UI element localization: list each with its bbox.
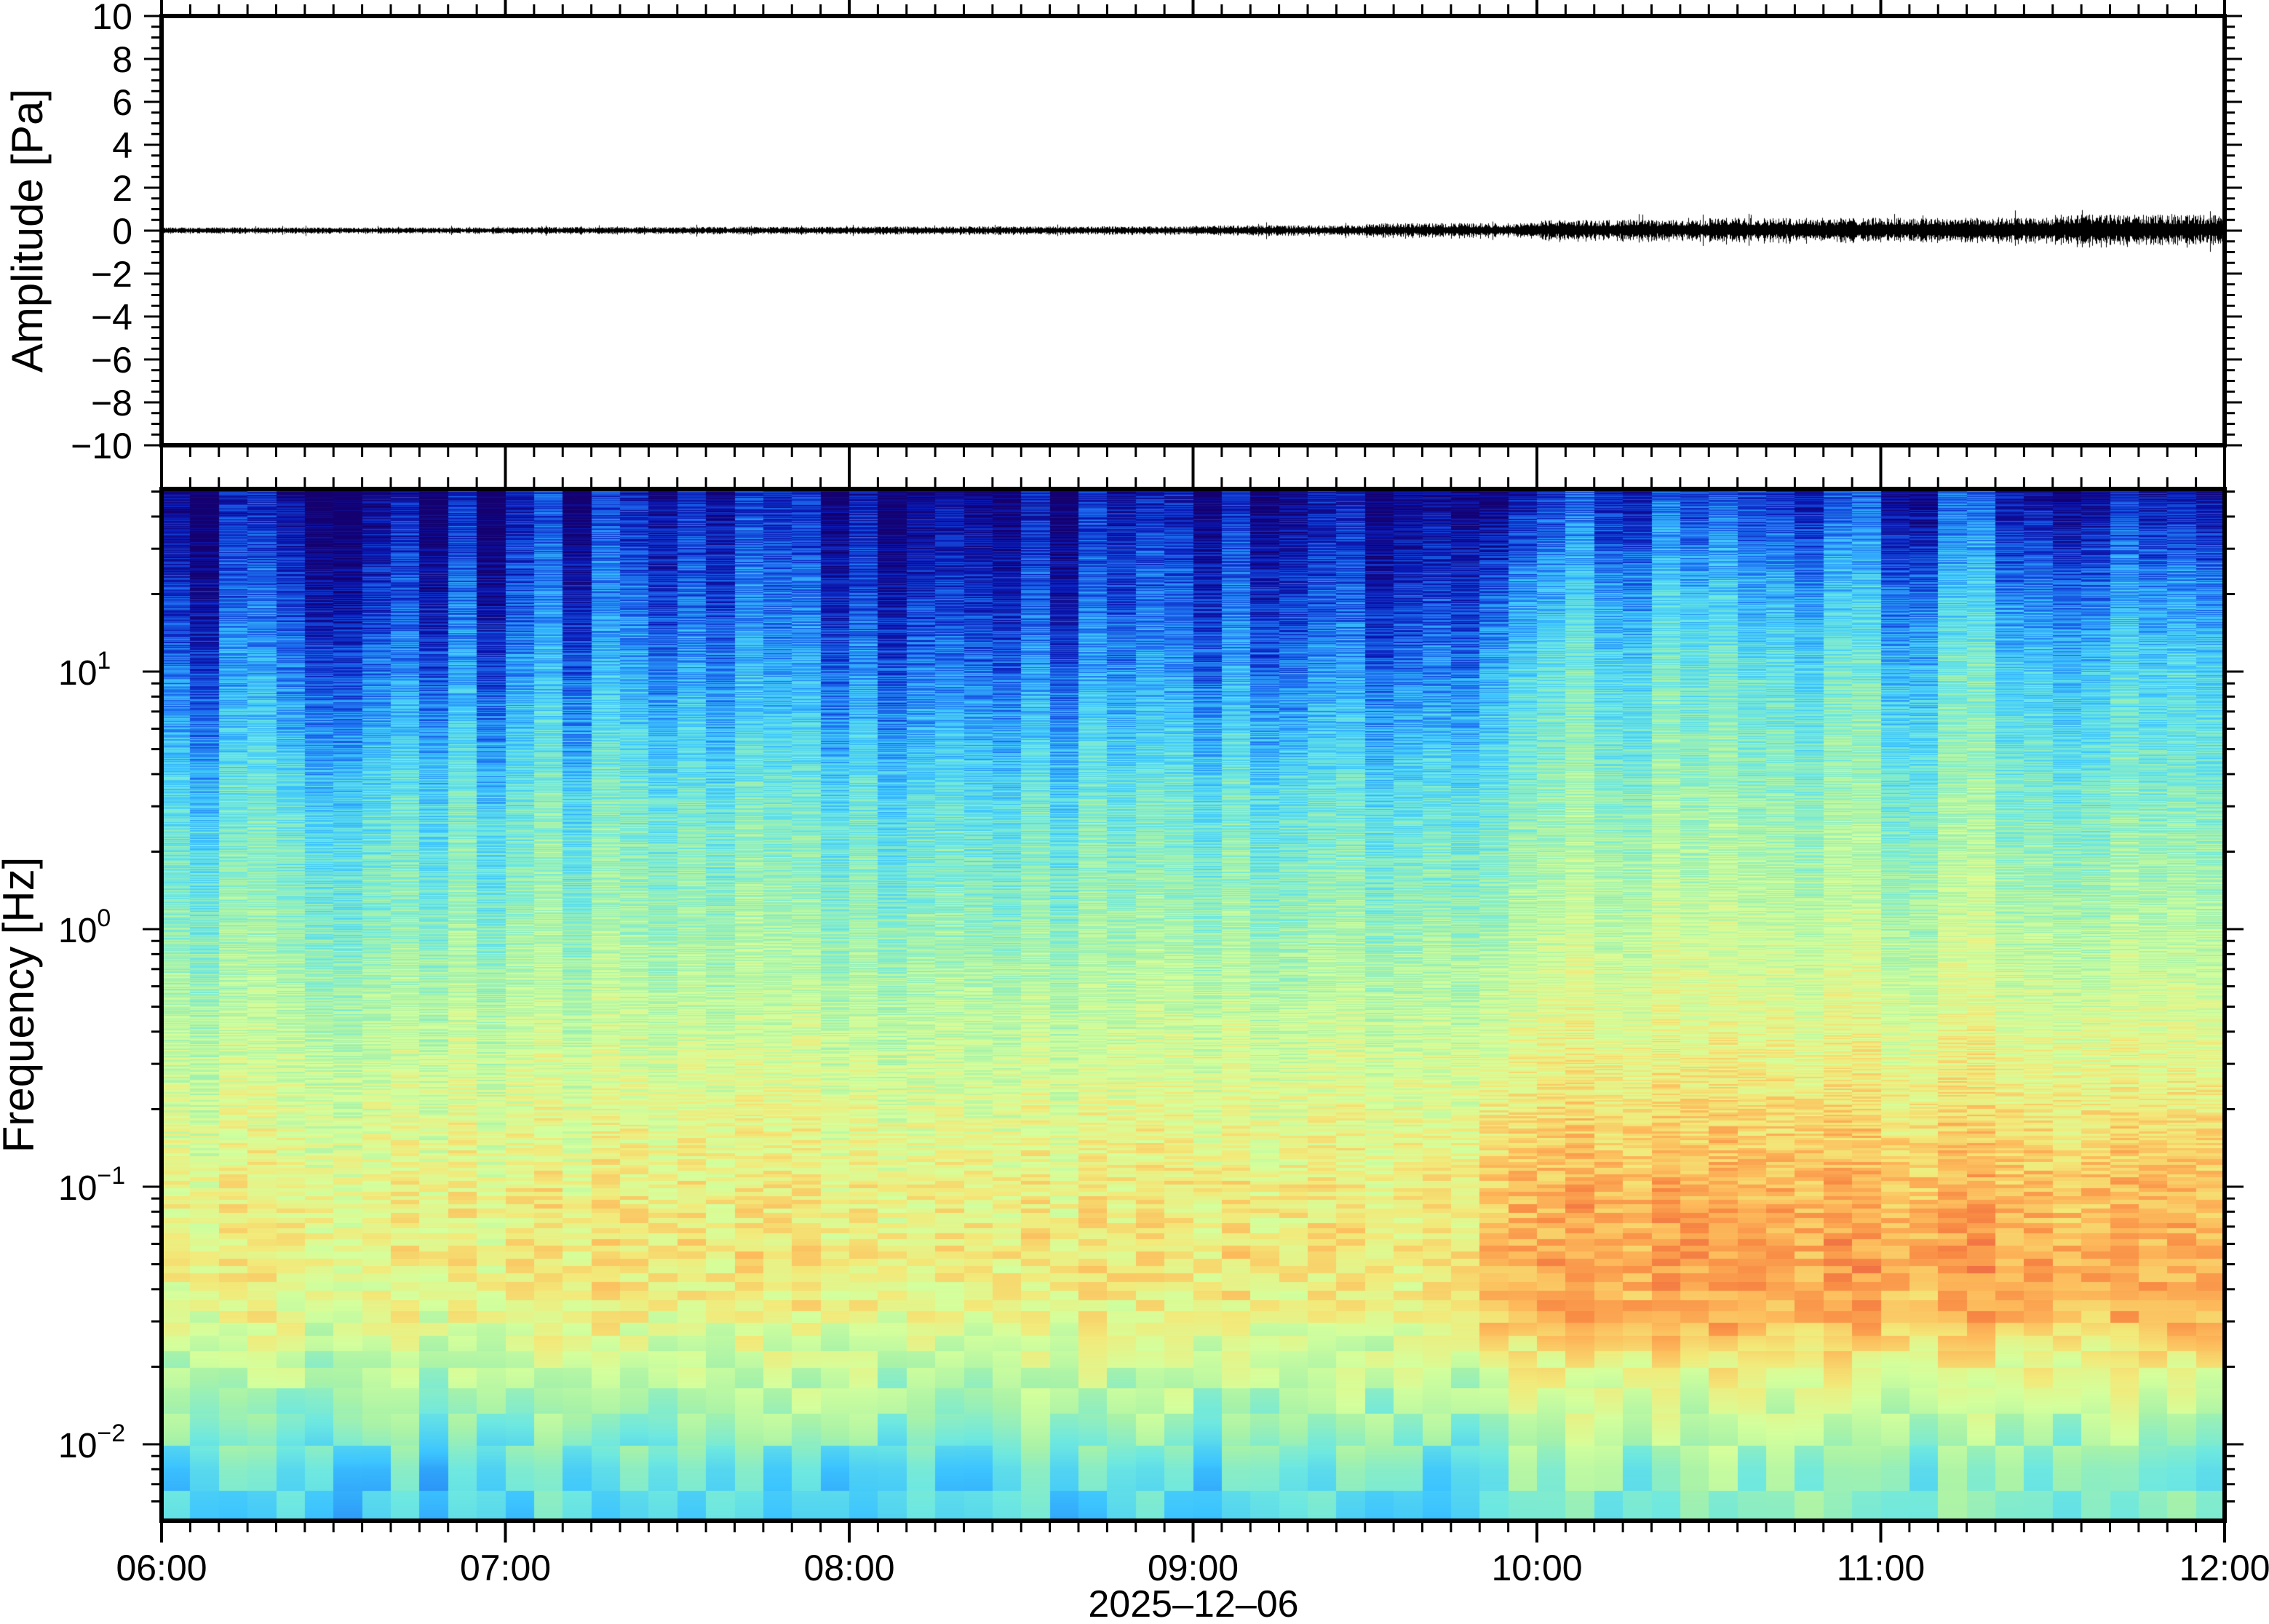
- x-tick-label: 08:00: [803, 1548, 894, 1588]
- amplitude-tick-label: −6: [91, 340, 132, 381]
- x-tick-label: 06:00: [116, 1548, 207, 1588]
- spectrogram-heatmap: [162, 489, 2225, 1521]
- x-tick-label: 12:00: [2179, 1548, 2269, 1588]
- frequency-tick-label: 101: [58, 647, 111, 693]
- amplitude-tick-label: 2: [112, 168, 132, 209]
- amplitude-tick-label: 8: [112, 39, 132, 80]
- amplitude-tick-label: 0: [112, 211, 132, 252]
- tick-base: 10: [58, 1169, 97, 1208]
- ticks: [143, 0, 2244, 1543]
- tick-labels: 06:00 07:00 08:00 09:00 10:00 11:00 12:0010864…: [58, 0, 2269, 1588]
- amplitude-tick-label: −8: [91, 383, 132, 423]
- amplitude-tick-label: 6: [112, 82, 132, 123]
- amplitude-tick-label: −10: [71, 426, 132, 466]
- amplitude-tick-label: −2: [91, 254, 132, 295]
- x-tick-label: 09:00: [1148, 1548, 1239, 1588]
- frequency-tick-label: 10−1: [58, 1162, 125, 1208]
- frequency-axis-label: Frequency [Hz]: [0, 857, 43, 1153]
- amplitude-axis-label: Amplitude [Pa]: [3, 89, 52, 373]
- tick-base: 10: [58, 1427, 97, 1465]
- tick-exponent: 1: [97, 647, 111, 674]
- amplitude-tick-label: −4: [91, 297, 132, 338]
- x-tick-label: 10:00: [1491, 1548, 1582, 1588]
- tick-base: 10: [58, 654, 97, 693]
- tick-exponent: 0: [97, 904, 111, 932]
- tick-base: 10: [58, 912, 97, 950]
- spectrogram-panel-frame: [159, 487, 2227, 1523]
- date-label: 2025‒12‒06: [1088, 1583, 1298, 1624]
- waveform-trace: [162, 16, 2225, 445]
- frequency-tick-label: 10−2: [58, 1420, 125, 1465]
- x-tick-label: 11:00: [1837, 1548, 1925, 1588]
- frequency-tick-label: 100: [58, 904, 111, 950]
- amplitude-tick-label: 10: [92, 0, 132, 37]
- tick-exponent: −1: [97, 1162, 125, 1190]
- amplitude-panel-frame: [159, 14, 2227, 447]
- x-tick-label: 07:00: [460, 1548, 551, 1588]
- amplitude-tick-label: 4: [112, 125, 132, 166]
- tick-exponent: −2: [97, 1420, 125, 1447]
